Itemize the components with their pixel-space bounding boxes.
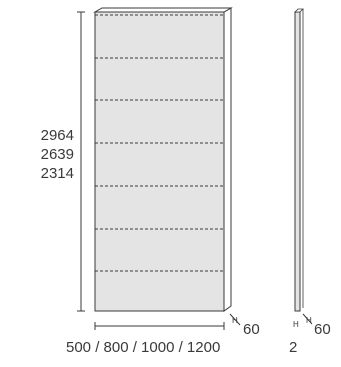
- height-label-1: 2964: [40, 127, 74, 144]
- height-label-2: 2639: [40, 146, 74, 163]
- side-thickness-label: 2: [289, 339, 298, 356]
- side-depth-axis-letter-right: H: [306, 316, 312, 325]
- side-depth-axis-letter-left: H: [293, 320, 299, 329]
- front-panel-depth-side: [223, 7, 232, 312]
- width-dimension-line: [94, 322, 225, 330]
- front-depth-axis-letter: H: [232, 316, 238, 325]
- front-panel-top-edge: [93, 7, 233, 13]
- front-panel: [93, 7, 233, 312]
- side-panel: [294, 8, 304, 312]
- front-panel-face: [94, 11, 225, 312]
- side-depth-label: 60: [314, 321, 331, 338]
- height-dimension-line: [77, 11, 85, 312]
- side-panel-top: [294, 8, 304, 13]
- width-label: 500 / 800 / 1000 / 1200: [66, 339, 221, 356]
- height-label-3: 2314: [40, 165, 74, 182]
- front-depth-label: 60: [243, 321, 260, 338]
- panel-divisions: [95, 14, 224, 272]
- front-depth-indicator: [229, 313, 241, 326]
- side-panel-body: [294, 11, 301, 312]
- side-depth-indicator: [302, 313, 313, 325]
